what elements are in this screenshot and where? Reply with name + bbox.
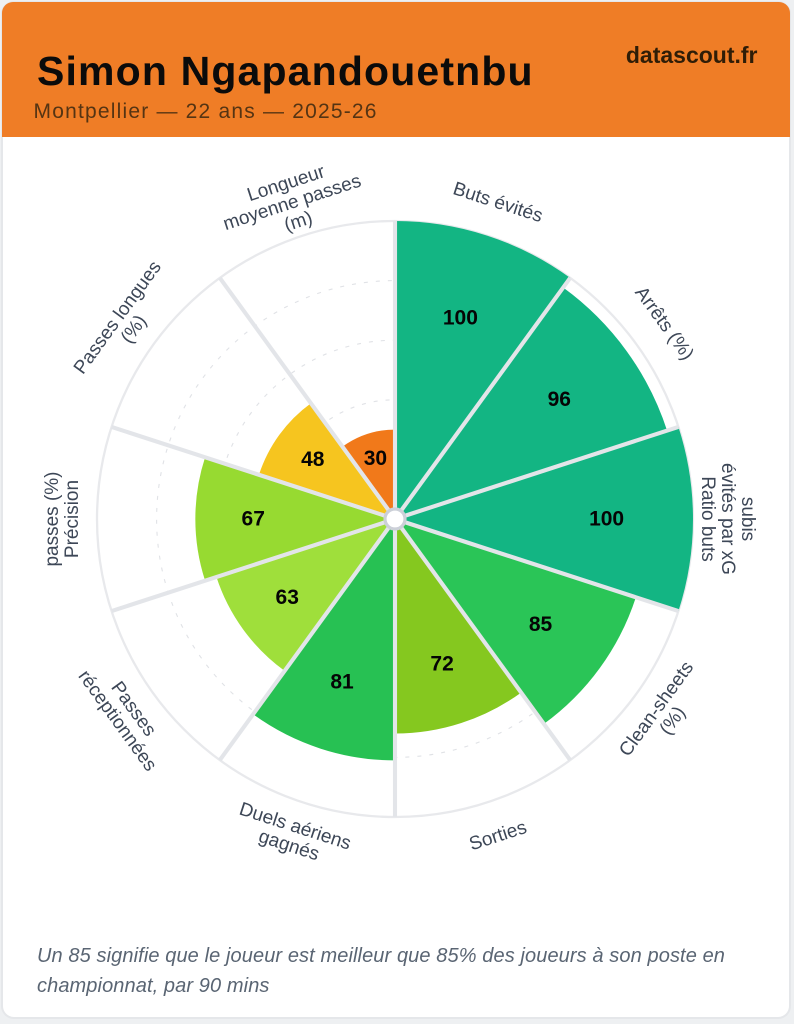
svg-text:81: 81 (330, 671, 354, 694)
svg-text:Clean-sheets(%): Clean-sheets(%) (615, 657, 714, 772)
svg-text:Sorties: Sorties (467, 817, 530, 855)
svg-text:63: 63 (276, 586, 299, 609)
svg-text:96: 96 (548, 388, 571, 411)
svg-text:Duels aériensgagnés: Duels aériensgagnés (231, 798, 354, 873)
svg-text:Passes longues(%): Passes longues(%) (70, 257, 182, 390)
svg-text:30: 30 (364, 447, 387, 470)
svg-text:Buts évités: Buts évités (450, 178, 545, 227)
svg-text:85: 85 (529, 613, 553, 636)
svg-text:Précisionpasses (%): Précisionpasses (%) (42, 471, 83, 566)
svg-text:Ratio butsévités par xGsubis: Ratio butsévités par xGsubis (698, 463, 759, 575)
svg-text:48: 48 (301, 448, 325, 471)
svg-text:Passesréceptionnées: Passesréceptionnées (74, 654, 177, 775)
svg-text:100: 100 (443, 306, 478, 329)
svg-text:67: 67 (242, 508, 265, 531)
svg-text:100: 100 (589, 508, 624, 531)
svg-text:72: 72 (430, 652, 453, 675)
